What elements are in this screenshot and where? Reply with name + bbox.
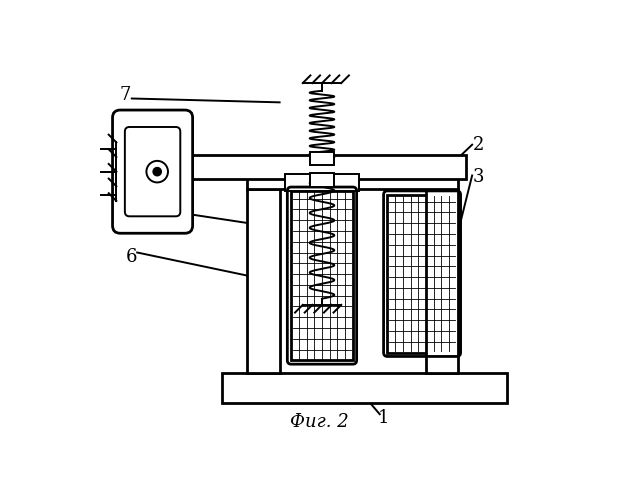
Bar <box>310 173 335 187</box>
Bar <box>222 374 506 402</box>
Text: 3: 3 <box>472 168 484 186</box>
Bar <box>247 160 459 188</box>
Bar <box>310 152 335 166</box>
Text: 7: 7 <box>120 86 131 103</box>
Text: 4: 4 <box>116 131 128 149</box>
Text: 6: 6 <box>126 248 138 266</box>
Text: Фиг. 2: Фиг. 2 <box>290 413 348 431</box>
Bar <box>247 188 280 374</box>
Bar <box>179 154 466 180</box>
Text: 1: 1 <box>378 409 389 427</box>
Bar <box>291 191 353 360</box>
Circle shape <box>153 168 161 175</box>
Bar <box>285 174 359 191</box>
Text: 5: 5 <box>126 194 138 212</box>
Bar <box>388 194 457 352</box>
Circle shape <box>146 161 168 182</box>
FancyBboxPatch shape <box>113 110 193 233</box>
FancyBboxPatch shape <box>125 127 180 216</box>
Text: 2: 2 <box>473 136 484 154</box>
Bar <box>426 188 459 374</box>
